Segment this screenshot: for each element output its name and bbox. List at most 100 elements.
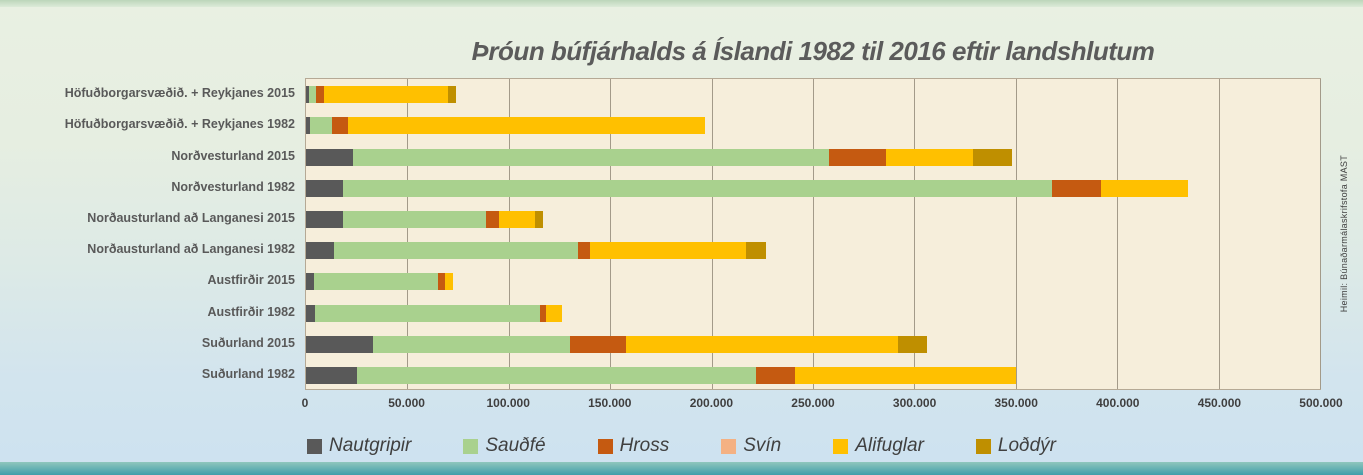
bar-segment-sauðfé <box>356 366 757 384</box>
stacked-bar <box>306 335 927 353</box>
bar-segment-sauðfé <box>334 242 578 260</box>
source-note-text: Heimil: Búnaðarmálaskrifstofa MAST <box>1339 155 1349 313</box>
legend-label: Loðdýr <box>997 435 1057 456</box>
gridline <box>1218 79 1220 389</box>
x-tick-label: 0 <box>301 396 309 410</box>
stacked-bar <box>306 210 544 228</box>
legend-label: Sauðfé <box>485 435 546 456</box>
stacked-bar <box>306 304 562 322</box>
legend: Nautgripir Sauðfé Hross Svín Alifuglar Loðdýr <box>0 435 1363 457</box>
x-tick-label: 50.000 <box>388 396 425 410</box>
bar-segment-loðdýr <box>535 210 544 228</box>
gridline <box>1015 79 1017 389</box>
bar-segment-nautgripir <box>306 242 335 260</box>
legend-swatch-icon <box>597 438 613 454</box>
bar-segment-nautgripir <box>306 366 357 384</box>
y-axis-label: Norðausturland að Langanesi 1982 <box>87 242 295 257</box>
x-tick-label: 350.000 <box>994 396 1038 410</box>
legend-swatch-icon <box>833 438 849 454</box>
bar-segment-hross <box>316 86 325 104</box>
bar-segment-nautgripir <box>306 210 343 228</box>
chart-title: Þróun búfjárhalds á Íslandi 1982 til 201… <box>471 36 1155 66</box>
legend-item: Hross <box>597 435 669 457</box>
bar-segment-alifuglar <box>886 148 974 166</box>
bar-segment-hross <box>756 366 795 384</box>
stacked-bar <box>306 273 454 291</box>
bar-segment-sauðfé <box>342 210 487 228</box>
y-axis-label: Austfirðir 1982 <box>207 304 295 319</box>
bar-segment-nautgripir <box>306 273 315 291</box>
legend-item: Sauðfé <box>463 435 546 457</box>
bar-segment-loðdýr <box>447 86 457 104</box>
y-axis-label: Suðurland 1982 <box>201 366 295 381</box>
legend-label: Nautgripir <box>328 435 412 456</box>
bar-segment-sauðfé <box>342 179 1053 197</box>
bar-segment-sauðfé <box>310 117 333 135</box>
bar-segment-hross <box>829 148 886 166</box>
y-axis-label: Suðurland 2015 <box>201 335 295 350</box>
bar-segment-alifuglar <box>589 242 747 260</box>
bar-segment-hross <box>1052 179 1101 197</box>
gridline <box>1320 79 1321 389</box>
bar-segment-nautgripir <box>306 148 353 166</box>
bar-segment-alifuglar <box>546 304 562 322</box>
x-tick-label: 200.000 <box>689 396 734 410</box>
gridline <box>914 79 916 389</box>
stacked-bar <box>306 179 1189 197</box>
stacked-bar <box>306 86 457 104</box>
bar-segment-alifuglar <box>324 86 448 104</box>
stacked-bar <box>306 366 1016 384</box>
bar-segment-alifuglar <box>444 273 454 291</box>
legend-swatch-icon <box>721 438 737 454</box>
bar-segment-sauðfé <box>314 273 438 291</box>
bar-segment-loðdýr <box>973 148 1012 166</box>
y-axis-label: Höfuðborgarsvæðið. + Reykjanes 1982 <box>64 117 295 132</box>
legend-swatch-icon <box>306 438 322 454</box>
bar-segment-nautgripir <box>306 179 343 197</box>
y-axis-labels: Höfuðborgarsvæðið. + Reykjanes 2015 Höfuð… <box>0 78 295 390</box>
page-bottom-edge <box>0 462 1363 475</box>
bar-segment-nautgripir <box>306 335 373 353</box>
y-axis-label: Austfirðir 2015 <box>207 273 295 288</box>
bar-segment-hross <box>569 335 627 353</box>
bar-segment-loðdýr <box>898 335 927 353</box>
gridline <box>610 79 612 389</box>
x-tick-label: 400.000 <box>1096 396 1140 410</box>
x-tick-label: 100.000 <box>486 396 530 410</box>
x-axis-ticks: 0 50.000 100.000 150.000 200.000 250.000 300.0… <box>301 396 1343 412</box>
y-axis-label: Höfuðborgarsvæðið. + Reykjanes 2015 <box>64 86 295 101</box>
bar-segment-alifuglar <box>1100 179 1189 197</box>
y-axis-label: Norðvesturland 2015 <box>171 148 295 163</box>
bar-segment-alifuglar <box>347 117 706 135</box>
bar-segment-alifuglar <box>626 335 899 353</box>
bar-segment-hross <box>540 304 547 322</box>
legend-item: Alifuglar <box>833 435 924 457</box>
stacked-bar <box>306 117 706 135</box>
bar-segment-hross <box>437 273 445 291</box>
bar-segment-sauðfé <box>309 86 317 104</box>
stacked-bar <box>306 242 767 260</box>
bar-segment-alifuglar <box>794 366 1016 384</box>
gridline <box>508 79 510 389</box>
gridline <box>407 79 409 389</box>
legend-swatch-icon <box>463 438 479 454</box>
gridline <box>711 79 713 389</box>
x-tick-label: 500.000 <box>1299 396 1343 410</box>
bar-segment-hross <box>332 117 348 135</box>
plot-area <box>305 78 1321 390</box>
x-tick-label: 150.000 <box>588 396 632 410</box>
bar-segment-nautgripir <box>306 86 310 104</box>
x-tick-label: 450.000 <box>1197 396 1242 410</box>
y-axis-label: Norðvesturland 1982 <box>171 179 295 194</box>
source-note: Heimil: Búnaðarmálaskrifstofa MAST <box>1339 78 1349 390</box>
stacked-bar <box>306 148 1012 166</box>
gridline <box>1117 79 1119 389</box>
bar-segment-alifuglar <box>498 210 536 228</box>
bar-segment-nautgripir <box>306 117 311 135</box>
bar-segment-hross <box>577 242 590 260</box>
gridline <box>813 79 814 389</box>
bar-segment-sauðfé <box>352 148 830 166</box>
x-tick-label: 300.000 <box>892 396 937 410</box>
bar-segment-loðdýr <box>746 242 767 260</box>
